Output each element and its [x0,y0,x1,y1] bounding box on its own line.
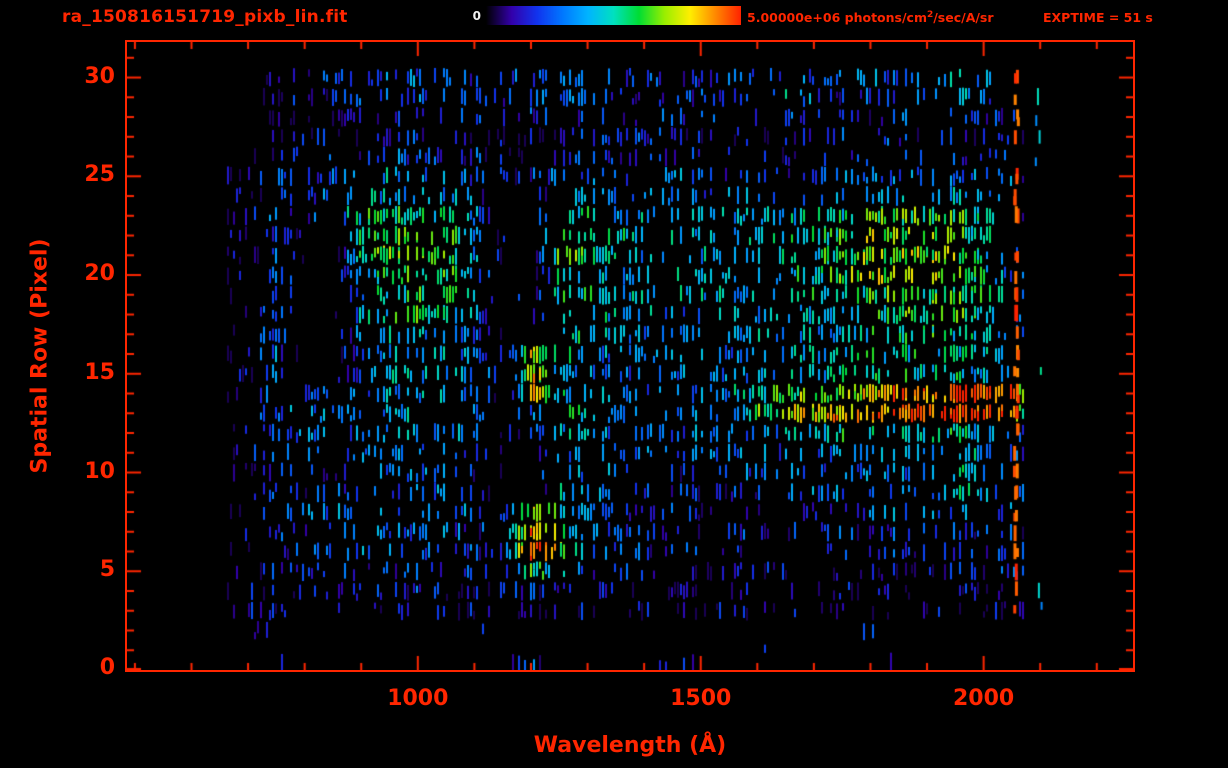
colorbar-min-label: 0 [472,9,481,23]
x-tick-label: 1000 [387,686,449,711]
filename-label: ra_150816151719_pixb_lin.fit [62,7,348,27]
colorbar-gradient [486,6,741,25]
colorbar [486,6,741,25]
y-tick-label: 30 [84,63,115,89]
y-tick-label: 25 [84,162,115,188]
colorbar-units-prefix: 5.00000e+06 photons/cm [747,10,927,26]
spectral-image-canvas [127,42,1133,670]
colorbar-units-superscript: 2 [926,10,934,20]
y-tick-label: 15 [84,359,115,385]
exptime-label: EXPTIME = 51 s [1043,10,1153,25]
y-tick-label: 10 [84,458,115,484]
y-tick-label: 0 [99,655,115,680]
x-tick-label: 1500 [670,686,732,711]
colorbar-units-suffix: /sec/A/sr [933,10,994,26]
y-tick-label: 5 [99,557,115,583]
x-axis-label: Wavelength (Å) [533,733,727,758]
y-tick-label: 20 [84,261,115,287]
colorbar-units-label: 5.00000e+06 photons/cm2/sec/A/sr [747,10,994,25]
x-tick-label: 2000 [953,686,1015,711]
